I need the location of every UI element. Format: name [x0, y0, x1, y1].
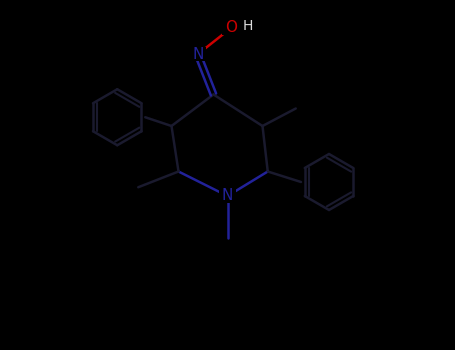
Text: O: O — [225, 21, 237, 35]
FancyBboxPatch shape — [222, 21, 240, 35]
FancyBboxPatch shape — [219, 189, 236, 203]
FancyBboxPatch shape — [243, 19, 256, 33]
Text: H: H — [243, 19, 253, 33]
Text: N: N — [192, 47, 203, 62]
FancyBboxPatch shape — [189, 47, 207, 61]
Text: N: N — [222, 189, 233, 203]
